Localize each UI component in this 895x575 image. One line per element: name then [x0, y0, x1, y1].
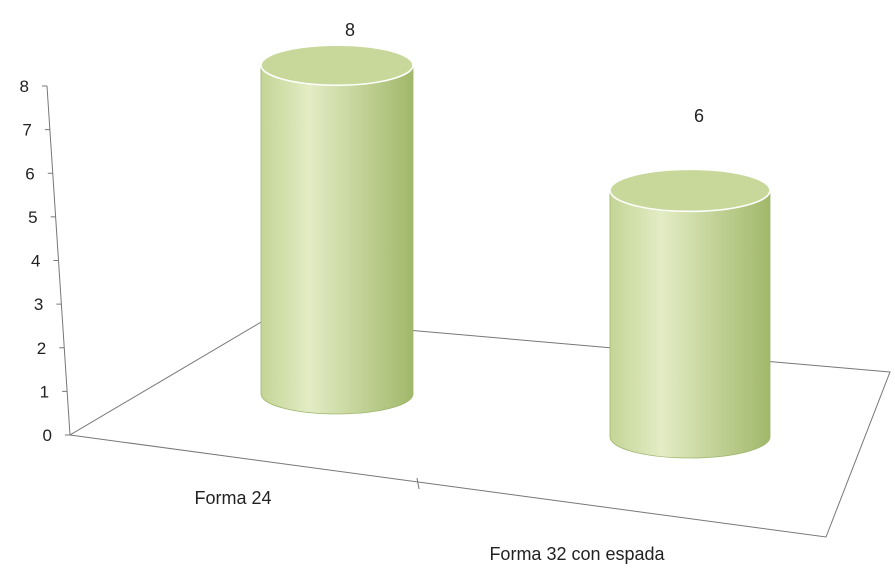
- cylinder-bar-body: [609, 190, 771, 459]
- y-tick-label: 7: [22, 121, 31, 140]
- y-tick-label: 4: [31, 252, 40, 271]
- cylinder-bar-top: [260, 44, 414, 86]
- y-tick-label: 3: [34, 295, 43, 314]
- chart-floor: [68, 317, 891, 538]
- y-axis: 0 1 2 3 4 5 6 7 8: [20, 77, 71, 445]
- data-label: 6: [694, 106, 704, 126]
- label-layer: 8 Forma 24 6 Forma 32 con espada: [194, 20, 704, 564]
- data-label: 8: [345, 20, 355, 40]
- cylinder-bar-body: [260, 65, 414, 415]
- y-tick-label: 6: [25, 164, 34, 183]
- category-divider-tick: [416, 477, 420, 490]
- y-tick-label: 8: [20, 77, 29, 96]
- bar-series: [260, 44, 771, 459]
- y-tick-label: 2: [37, 339, 46, 358]
- y-tick-label: 1: [40, 382, 49, 401]
- y-tick-label: 0: [43, 426, 52, 445]
- floor-outline: [68, 317, 891, 538]
- cylinder-bar-top: [609, 168, 771, 213]
- category-label: Forma 32 con espada: [489, 544, 665, 564]
- category-label: Forma 24: [194, 488, 271, 508]
- y-tick-label: 5: [28, 208, 37, 227]
